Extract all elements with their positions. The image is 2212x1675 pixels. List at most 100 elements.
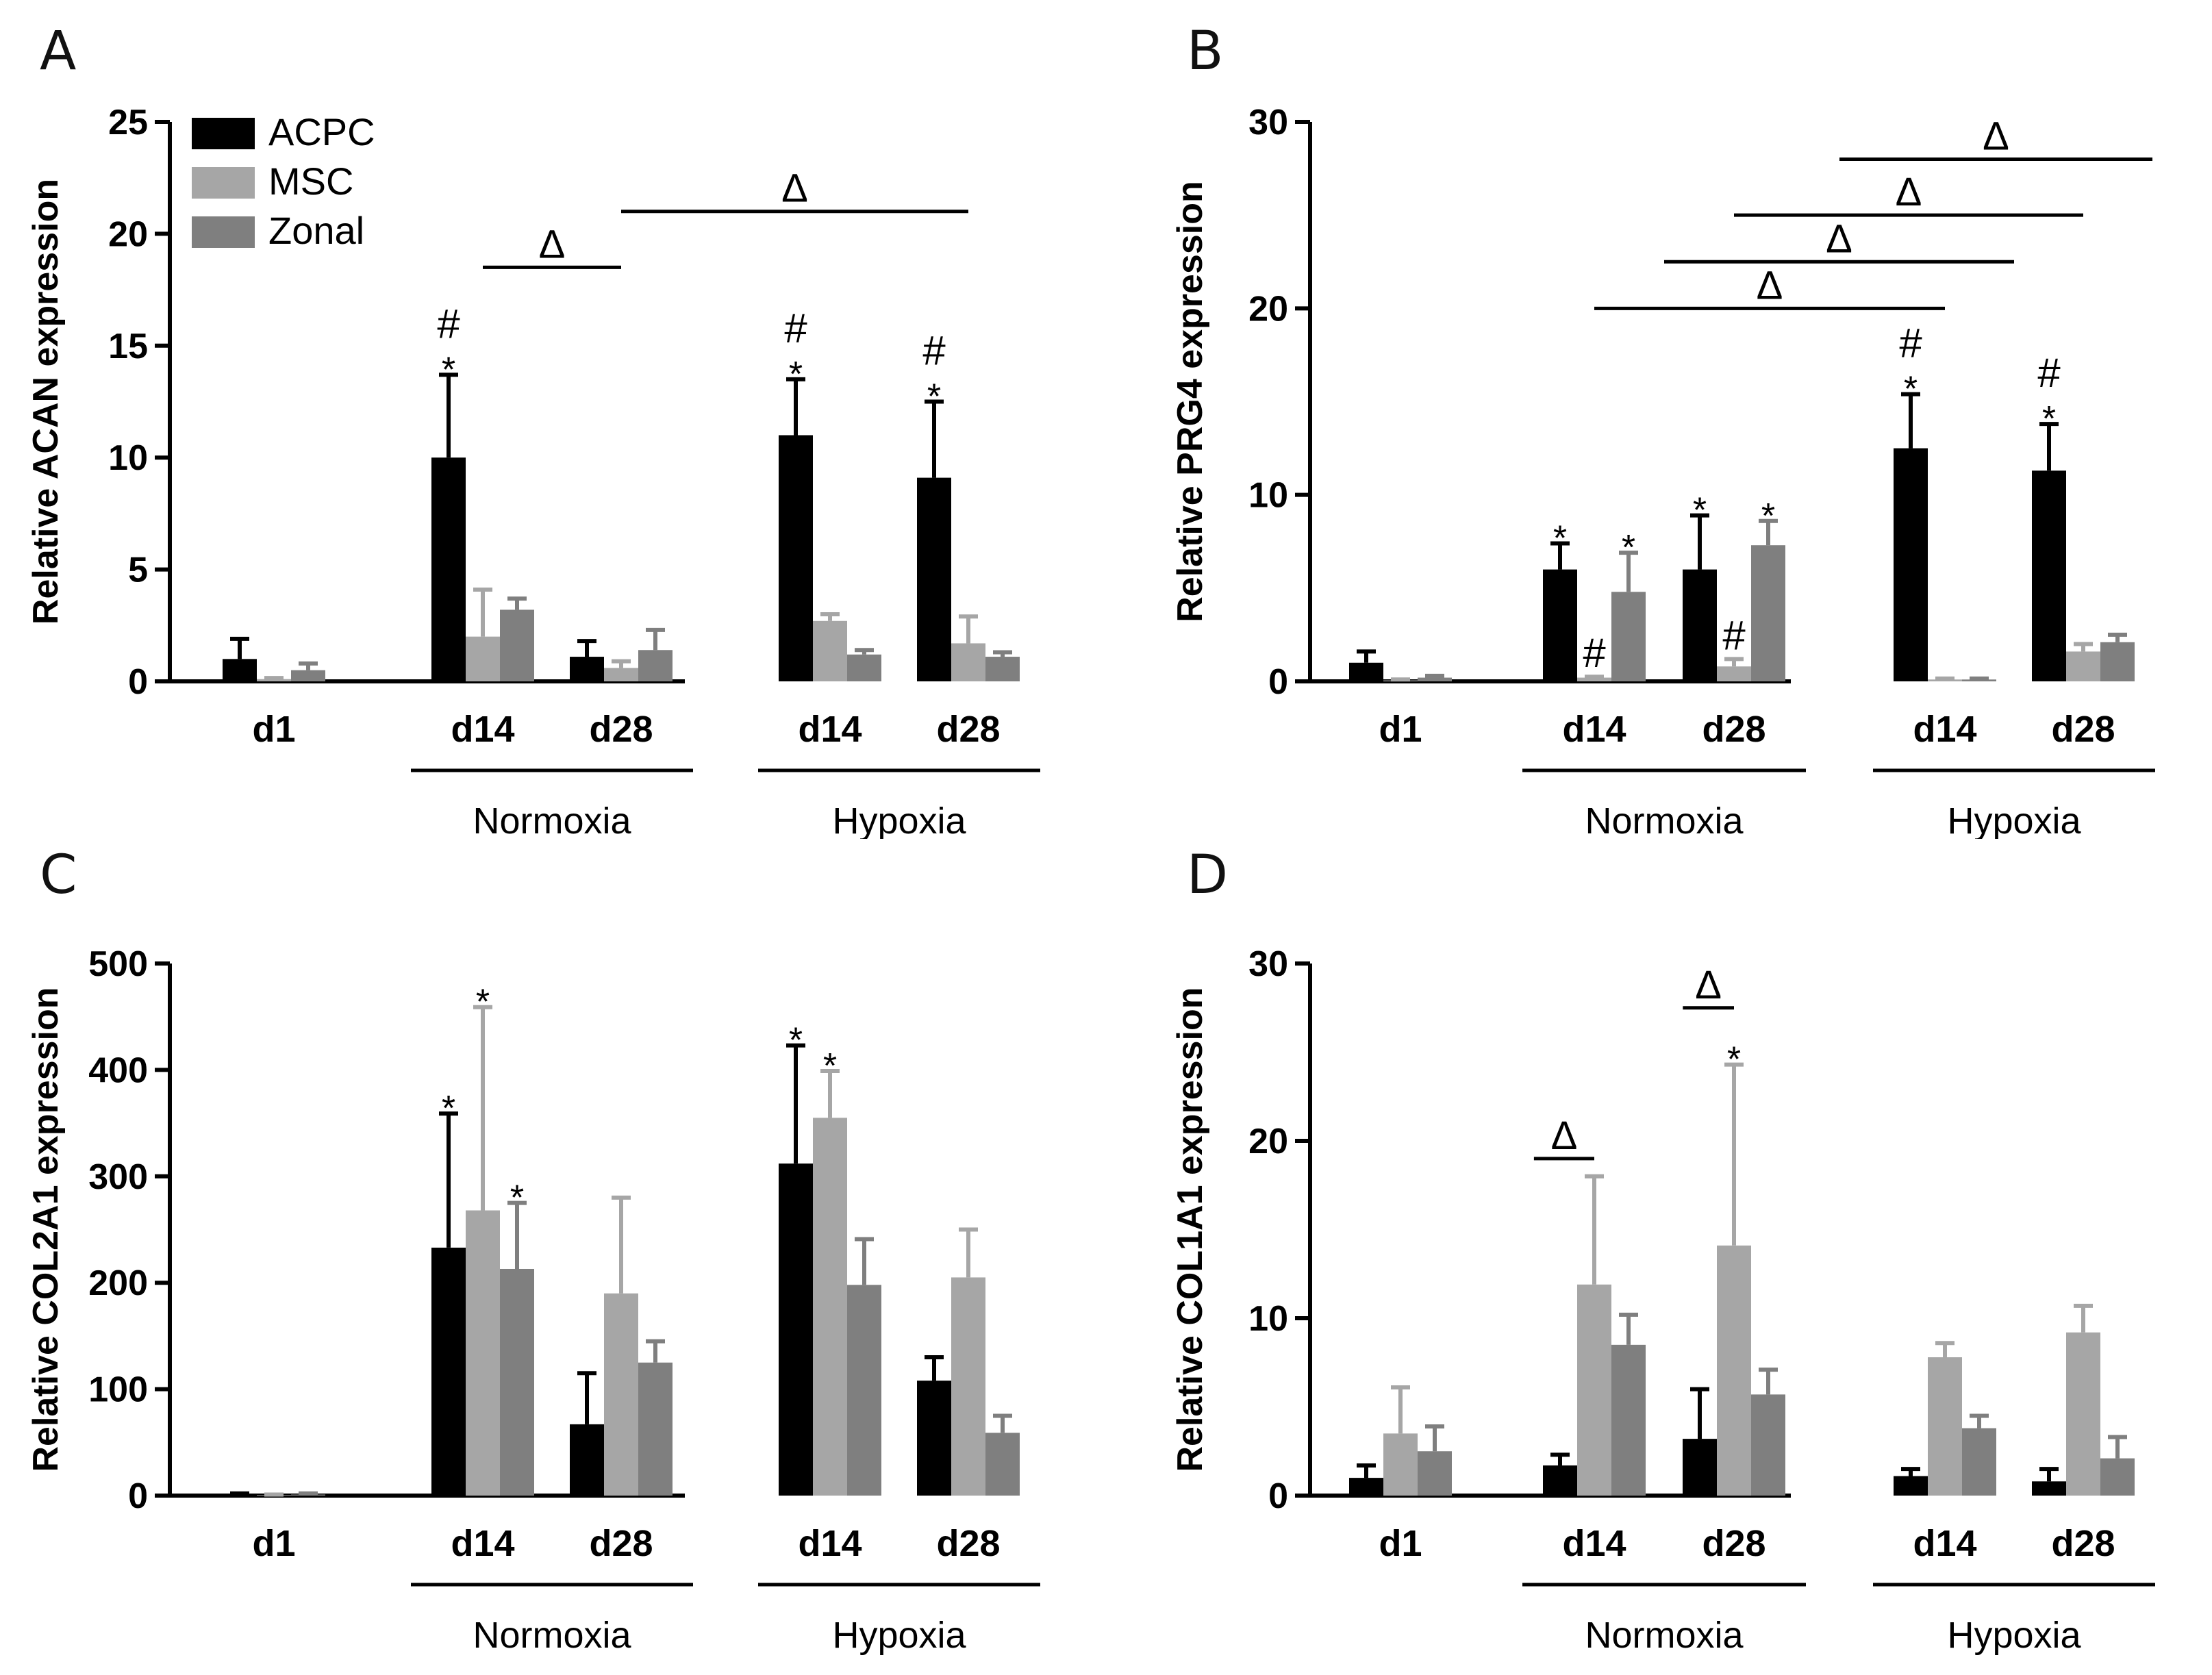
bar-msc: [466, 636, 500, 681]
x-tick-label: d14: [451, 709, 514, 750]
y-axis-label: Relative COL1A1 expression: [1170, 987, 1210, 1472]
group-label: Normoxia: [473, 801, 631, 839]
bar-zonal: [847, 654, 881, 681]
significance-asterisk: *: [1761, 496, 1775, 536]
bar-zonal: [1751, 545, 1785, 681]
bar-zonal: [1418, 677, 1452, 681]
panel-a: A 0 5 10 15 20 25 Relative ACAN expression d1 d1…: [0, 0, 1106, 842]
y-tick-label: 5: [128, 551, 148, 590]
bar-acpc: [779, 1163, 813, 1496]
legend-label-acpc: ACPC: [268, 110, 375, 153]
y-tick-label: 25: [108, 103, 148, 142]
bar-zonal: [2100, 642, 2135, 681]
bar-zonal: [638, 1362, 673, 1496]
significance-hash: #: [437, 301, 460, 347]
significance-asterisk: *: [1727, 1040, 1741, 1080]
y-tick-label: 10: [1248, 476, 1288, 516]
x-tick-label: d14: [451, 1523, 514, 1564]
bar-zonal: [1611, 1344, 1646, 1496]
y-tick-label: 0: [128, 1476, 148, 1516]
x-tick-label: d14: [798, 709, 862, 750]
bar-acpc: [570, 1424, 604, 1496]
bar-acpc: [223, 659, 257, 681]
x-tick-label: d28: [2051, 1523, 2115, 1564]
x-tick-label: d28: [1702, 1523, 1765, 1564]
bar-acpc: [1683, 1439, 1717, 1496]
bar-msc: [2066, 651, 2100, 681]
bar-acpc: [2032, 1481, 2066, 1496]
bar-msc: [951, 643, 985, 681]
y-tick-label: 20: [108, 214, 148, 254]
x-tick-label: d28: [936, 709, 1000, 750]
panel-c: C 0 100 200 300 400 500 Relative COL2A1 expres…: [0, 839, 1106, 1672]
panel-letter-c: C: [40, 844, 77, 906]
bar-msc: [1577, 677, 1611, 681]
bar-zonal: [1962, 1428, 1996, 1496]
x-tick-label: d1: [1379, 1523, 1422, 1564]
significance-asterisk: *: [442, 1089, 455, 1129]
significance-asterisk: *: [927, 377, 941, 417]
significance-delta: Δ: [1896, 170, 1922, 214]
panel-b: B 0 10 20 30 Relative PRG4 expression d1 d14 d2…: [1106, 0, 2212, 842]
x-tick-label: d28: [2051, 709, 2115, 750]
legend-swatch-zonal: [192, 216, 255, 248]
x-tick-label: d1: [1379, 709, 1422, 750]
group-label: Normoxia: [1585, 801, 1744, 839]
chart-b: 0 10 20 30 Relative PRG4 expression d1 d14 d28 d…: [1170, 103, 2155, 842]
x-tick-label: d14: [1913, 709, 1976, 750]
bar-msc: [1928, 1357, 1962, 1496]
significance-delta: Δ: [1757, 263, 1783, 307]
bar-acpc: [917, 1381, 951, 1496]
bar-zonal: [985, 1433, 1020, 1496]
bar-acpc: [2032, 470, 2066, 681]
bar-zonal: [985, 657, 1020, 681]
bar-acpc: [431, 1247, 466, 1496]
y-tick-label: 400: [88, 1050, 148, 1090]
x-tick-label: d1: [252, 1523, 295, 1564]
bar-msc: [1717, 1245, 1751, 1496]
bar-zonal: [1611, 592, 1646, 681]
x-tick-label: d28: [589, 1523, 653, 1564]
panel-letter-b: B: [1187, 21, 1224, 82]
y-tick-label: 20: [1248, 1122, 1288, 1161]
chart-a: 0 5 10 15 20 25 Relative ACAN expression d1 d14 d…: [26, 103, 1040, 842]
significance-asterisk: *: [510, 1179, 524, 1218]
x-tick-label: d1: [252, 709, 295, 750]
bar-acpc: [1543, 569, 1577, 681]
panel-letter-d: D: [1187, 844, 1229, 906]
bar-acpc: [1349, 662, 1383, 681]
legend-swatch-msc: [192, 167, 255, 199]
y-tick-label: 20: [1248, 289, 1288, 329]
significance-delta: Δ: [1551, 1113, 1578, 1158]
bar-acpc: [1894, 448, 1928, 681]
x-tick-label: d28: [936, 1523, 1000, 1564]
bar-msc: [604, 668, 638, 681]
significance-delta: Δ: [1826, 216, 1852, 261]
significance-hash: #: [1722, 612, 1746, 658]
y-tick-label: 30: [1248, 944, 1288, 984]
significance-asterisk: *: [823, 1046, 837, 1086]
bar-msc: [466, 1210, 500, 1496]
x-tick-label: d14: [1562, 709, 1626, 750]
legend-label-msc: MSC: [268, 160, 353, 203]
bar-zonal: [500, 1268, 534, 1496]
significance-hash: #: [922, 328, 946, 374]
x-tick-label: d14: [798, 1523, 862, 1564]
bar-zonal: [1751, 1394, 1785, 1496]
bar-acpc: [779, 435, 813, 681]
y-tick-label: 0: [1268, 1476, 1288, 1516]
panel-d: D 0 10 20 30 Relative COL1A1 expression d1 d14…: [1106, 839, 2212, 1672]
chart-c: 0 100 200 300 400 500 Relative COL2A1 expressi…: [26, 944, 1040, 1656]
significance-asterisk: *: [1904, 370, 1918, 410]
bar-msc: [1383, 1433, 1418, 1496]
x-tick-label: d28: [589, 709, 653, 750]
significance-asterisk: *: [789, 1021, 803, 1061]
y-tick-label: 0: [128, 662, 148, 702]
group-label: Hypoxia: [1947, 801, 2081, 839]
y-tick-label: 100: [88, 1370, 148, 1410]
bar-msc: [604, 1293, 638, 1496]
x-tick-label: d14: [1562, 1523, 1626, 1564]
bar-msc: [1717, 666, 1751, 681]
significance-asterisk: *: [476, 983, 490, 1022]
y-axis-label: Relative PRG4 expression: [1170, 181, 1210, 622]
